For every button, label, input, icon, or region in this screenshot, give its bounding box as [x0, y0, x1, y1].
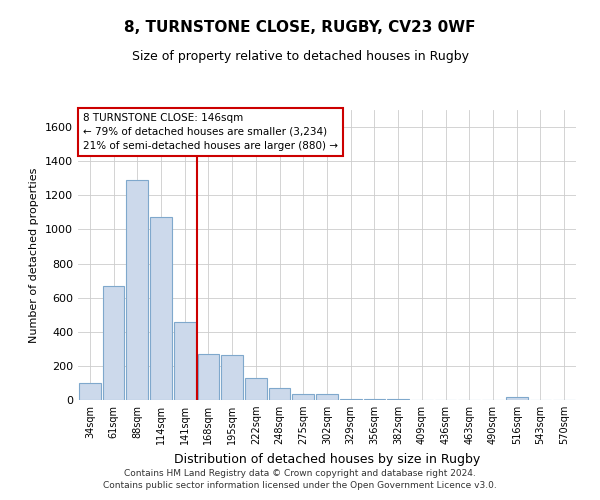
Text: 8 TURNSTONE CLOSE: 146sqm
← 79% of detached houses are smaller (3,234)
21% of se: 8 TURNSTONE CLOSE: 146sqm ← 79% of detac… [83, 113, 338, 151]
Y-axis label: Number of detached properties: Number of detached properties [29, 168, 40, 342]
Bar [340, 399, 362, 400]
Bar [221, 355, 243, 400]
Bar [506, 396, 527, 400]
Bar [316, 394, 338, 400]
Text: Contains HM Land Registry data © Crown copyright and database right 2024.
Contai: Contains HM Land Registry data © Crown c… [103, 468, 497, 490]
Bar [197, 354, 220, 400]
Bar [269, 388, 290, 400]
Bar [103, 286, 124, 400]
Bar [174, 322, 196, 400]
Bar [292, 394, 314, 400]
X-axis label: Distribution of detached houses by size in Rugby: Distribution of detached houses by size … [174, 452, 480, 466]
Bar [127, 180, 148, 400]
Bar [387, 399, 409, 400]
Bar [150, 218, 172, 400]
Bar [79, 383, 101, 400]
Text: Size of property relative to detached houses in Rugby: Size of property relative to detached ho… [131, 50, 469, 63]
Text: 8, TURNSTONE CLOSE, RUGBY, CV23 0WF: 8, TURNSTONE CLOSE, RUGBY, CV23 0WF [124, 20, 476, 35]
Bar [364, 399, 385, 400]
Bar [245, 378, 267, 400]
